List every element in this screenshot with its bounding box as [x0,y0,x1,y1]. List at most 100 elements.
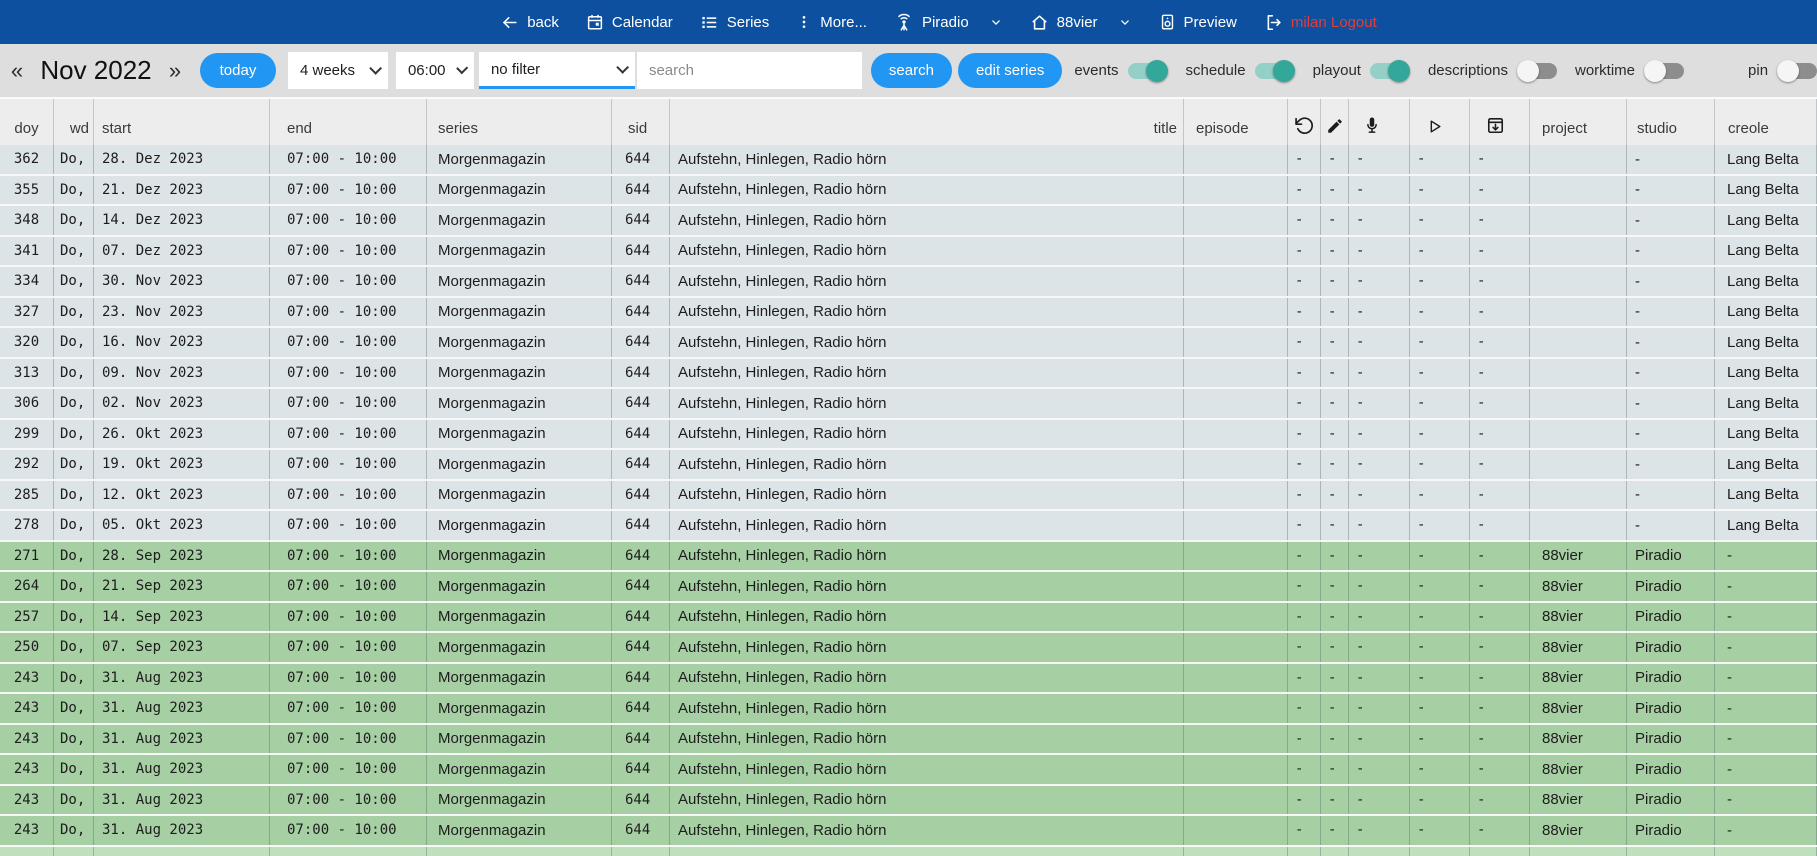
table-row[interactable]: 292 Do, 19. Okt 2023 07:00 - 10:00 Morgenmag… [0,450,1817,481]
cell-series: Morgenmagazin [427,450,612,479]
table-row[interactable]: 334 Do, 30. Nov 2023 07:00 - 10:00 Morgenmag… [0,267,1817,298]
col-header-doy: doy [0,99,54,145]
cell-project [1530,846,1627,856]
calendar-link[interactable]: Calendar [586,13,673,31]
cell-title: Aufstehn, Hinlegen, Radio hörn [670,572,1184,601]
table-row[interactable]: 362 Do, 28. Dez 2023 07:00 - 10:00 Morgenmag… [0,145,1817,176]
table-row[interactable]: 264 Do, 21. Sep 2023 07:00 - 10:00 Morgenmag… [0,572,1817,603]
playout-toggle[interactable] [1369,59,1410,82]
cell-creole: - [1715,694,1817,723]
col-header-label: sid [628,120,648,137]
today-button[interactable]: today [199,53,276,88]
cell-creole: Lang Belta [1715,358,1817,387]
range-select[interactable]: 4 weeks [287,52,388,89]
cell-end: 07:00 - 10:00 [270,358,427,387]
cell-project [1530,419,1627,448]
antenna-icon [894,12,914,32]
more-menu[interactable]: More... [796,13,867,31]
time-select[interactable]: 06:00 [395,52,474,89]
cell-start: 21. Sep 2023 [94,572,270,601]
table-row[interactable]: 278 Do, 05. Okt 2023 07:00 - 10:00 Morgenmag… [0,511,1817,542]
table-row[interactable]: 243 Do, 31. Aug 2023 07:00 - 10:00 Morgenmag… [0,694,1817,725]
table-row[interactable]: 355 Do, 21. Dez 2023 07:00 - 10:00 Morgenmag… [0,175,1817,206]
chevron-down-icon [369,62,382,75]
search-input[interactable] [636,52,862,89]
cell-doy: 257 [0,602,54,631]
cell-live: - [1349,663,1410,692]
cell-repeat: - [1288,145,1321,174]
logout-link[interactable]: milan Logout [1264,13,1377,32]
cell-end: 07:00 - 10:00 [270,419,427,448]
table-row[interactable]: 243 Do, 31. Aug 2023 07:00 - 10:00 Morgenmag… [0,785,1817,816]
cell-sid: 644 [612,297,670,326]
cell-episode [1184,511,1288,540]
col-header-end: end [270,99,427,145]
table-row[interactable]: 250 Do, 07. Sep 2023 07:00 - 10:00 Morgenmag… [0,633,1817,664]
cell-edit: - [1321,175,1349,204]
table-row[interactable]: 327 Do, 23. Nov 2023 07:00 - 10:00 Morgenmag… [0,297,1817,328]
home-icon [1030,13,1049,32]
cell-title: Aufstehn, Hinlegen, Radio hörn [670,175,1184,204]
chevron-down-icon[interactable] [989,15,1003,29]
pin-toggle[interactable] [1777,59,1817,82]
cell-project [1530,389,1627,418]
worktime-toggle[interactable] [1644,59,1685,82]
search-button[interactable]: search [870,53,952,88]
cell-title: Aufstehn, Hinlegen, Radio hörn [670,633,1184,662]
station-menu[interactable]: Piradio [894,12,1003,32]
table-row[interactable]: 348 Do, 14. Dez 2023 07:00 - 10:00 Morgenmag… [0,206,1817,237]
filter-select[interactable]: no filter [478,52,635,89]
cell-creole: Lang Belta [1715,450,1817,479]
table-row[interactable] [0,846,1817,856]
table-row[interactable]: 299 Do, 26. Okt 2023 07:00 - 10:00 Morgenmag… [0,419,1817,450]
cell-title: Aufstehn, Hinlegen, Radio hörn [670,480,1184,509]
cell-project: 88vier [1530,816,1627,845]
cell-edit: - [1321,206,1349,235]
cell-sid: 644 [612,358,670,387]
table-row[interactable]: 285 Do, 12. Okt 2023 07:00 - 10:00 Morgenmag… [0,480,1817,511]
back-link[interactable]: back [500,13,559,32]
logout-icon [1264,13,1283,32]
cell-repeat: - [1288,724,1321,753]
table-row[interactable]: 341 Do, 07. Dez 2023 07:00 - 10:00 Morgenmag… [0,236,1817,267]
channel-label: 88vier [1056,13,1098,31]
cell-live: - [1349,572,1410,601]
table-row[interactable]: 257 Do, 14. Sep 2023 07:00 - 10:00 Morgenmag… [0,602,1817,633]
table-row[interactable]: 313 Do, 09. Nov 2023 07:00 - 10:00 Morgenmag… [0,358,1817,389]
cell-live: - [1349,724,1410,753]
next-month-button[interactable]: » [168,57,182,83]
cell-sid: 644 [612,145,670,174]
arrow-left-icon [500,13,519,32]
cell-episode [1184,846,1288,856]
cell-series: Morgenmagazin [427,633,612,662]
table-row[interactable]: 243 Do, 31. Aug 2023 07:00 - 10:00 Morgenmag… [0,724,1817,755]
edit-series-button[interactable]: edit series [957,53,1063,88]
cell-project [1530,236,1627,265]
cell-live: - [1349,328,1410,357]
series-link[interactable]: Series [700,13,769,32]
col-header-label: project [1542,120,1588,137]
preview-link[interactable]: Preview [1159,13,1237,31]
chevron-down-icon[interactable] [1118,15,1132,29]
events-toggle[interactable] [1127,59,1168,82]
table-row[interactable]: 243 Do, 31. Aug 2023 07:00 - 10:00 Morgenmag… [0,663,1817,694]
table-row[interactable]: 306 Do, 02. Nov 2023 07:00 - 10:00 Morgenmag… [0,389,1817,420]
cell-playout: - [1410,175,1470,204]
table-row[interactable]: 320 Do, 16. Nov 2023 07:00 - 10:00 Morgenmag… [0,328,1817,359]
cell-series [427,846,612,856]
prev-month-button[interactable]: « [10,57,24,83]
schedule-toggle[interactable] [1254,59,1295,82]
cell-start: 07. Dez 2023 [94,236,270,265]
channel-menu[interactable]: 88vier [1030,13,1132,32]
table-row[interactable]: 243 Do, 31. Aug 2023 07:00 - 10:00 Morgenmag… [0,755,1817,786]
cell-repeat: - [1288,389,1321,418]
cell-project [1530,511,1627,540]
cell-archive: - [1470,389,1530,418]
table-row[interactable]: 243 Do, 31. Aug 2023 07:00 - 10:00 Morgenmag… [0,816,1817,847]
cell-live: - [1349,358,1410,387]
cell-edit: - [1321,755,1349,784]
cell-studio: - [1627,480,1715,509]
cell-sid: 644 [612,694,670,723]
descriptions-toggle[interactable] [1517,59,1557,82]
table-row[interactable]: 271 Do, 28. Sep 2023 07:00 - 10:00 Morgenmag… [0,541,1817,572]
